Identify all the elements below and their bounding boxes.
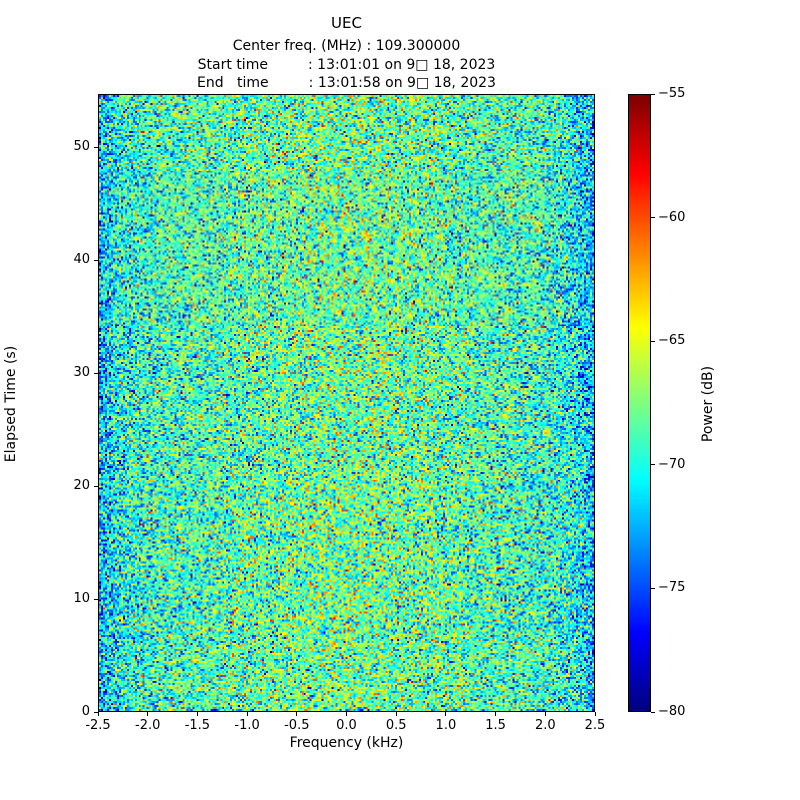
colorbar-tick-label: −60 xyxy=(658,209,686,225)
x-tick-label: 2.0 xyxy=(534,718,556,733)
x-tick-label: -1.0 xyxy=(234,718,260,733)
x-tick-mark xyxy=(395,712,397,716)
x-tick-label: -2.0 xyxy=(135,718,161,733)
x-tick-mark xyxy=(196,712,198,716)
x-tick-label: 2.5 xyxy=(584,718,606,733)
x-tick-mark xyxy=(346,712,347,716)
x-tick-mark xyxy=(296,712,298,716)
x-tick-mark xyxy=(544,712,546,716)
x-tick-mark xyxy=(97,712,99,716)
colorbar-tick-label: −75 xyxy=(658,580,686,596)
x-tick-mark xyxy=(594,712,596,716)
x-tick-label: -1.5 xyxy=(184,718,211,733)
y-tick-label: 30 xyxy=(73,365,90,381)
colorbar xyxy=(628,94,651,712)
spectrogram-canvas xyxy=(99,95,594,711)
x-tick-mark xyxy=(147,712,149,716)
colorbar-tick-mark xyxy=(651,464,655,466)
x-tick-mark xyxy=(246,712,248,716)
colorbar-tick-mark xyxy=(651,340,655,342)
x-tick-label: -2.5 xyxy=(85,718,111,733)
x-tick-label: 1.0 xyxy=(435,718,457,733)
center-freq-line: Center freq. (MHz) : 109.300000 xyxy=(232,38,461,54)
chart-title: UEC xyxy=(331,14,362,32)
x-tick-label: -0.5 xyxy=(284,718,310,733)
colorbar-tick-mark xyxy=(651,587,655,589)
y-axis-label: Elapsed Time (s) xyxy=(3,345,19,463)
end-time-line: End time : 13:01:58 on 9□ 18, 2023 xyxy=(197,75,496,91)
colorbar-tick-mark xyxy=(651,217,655,219)
x-tick-label: 0.0 xyxy=(336,718,357,733)
y-tick-mark xyxy=(94,485,98,487)
colorbar-tick-label: −80 xyxy=(658,704,686,719)
spectrogram-plot-area xyxy=(98,94,595,712)
y-tick-label: 50 xyxy=(73,139,90,155)
x-tick-label: 1.5 xyxy=(485,718,506,733)
y-tick-mark xyxy=(94,598,98,600)
y-tick-label: 10 xyxy=(73,591,90,607)
y-tick-mark xyxy=(94,259,98,261)
colorbar-tick-label: −55 xyxy=(658,86,686,101)
x-tick-label: 0.5 xyxy=(385,718,407,733)
y-tick-mark xyxy=(94,711,98,713)
start-time-line: Start time : 13:01:01 on 9□ 18, 2023 xyxy=(197,57,496,73)
colorbar-tick-mark xyxy=(651,93,655,95)
colorbar-tick-label: −70 xyxy=(658,456,686,472)
colorbar-gradient xyxy=(629,95,650,711)
y-tick-mark xyxy=(94,146,98,148)
colorbar-tick-label: −65 xyxy=(658,333,686,349)
y-tick-label: 20 xyxy=(73,478,90,494)
y-tick-label: 0 xyxy=(81,704,90,719)
x-axis-label: Frequency (kHz) xyxy=(289,735,404,751)
colorbar-tick-mark xyxy=(651,711,655,713)
colorbar-label: Power (dB) xyxy=(700,365,716,443)
x-tick-mark xyxy=(495,712,497,716)
x-tick-mark xyxy=(445,712,447,716)
y-tick-label: 40 xyxy=(73,252,90,268)
y-tick-mark xyxy=(94,372,98,374)
